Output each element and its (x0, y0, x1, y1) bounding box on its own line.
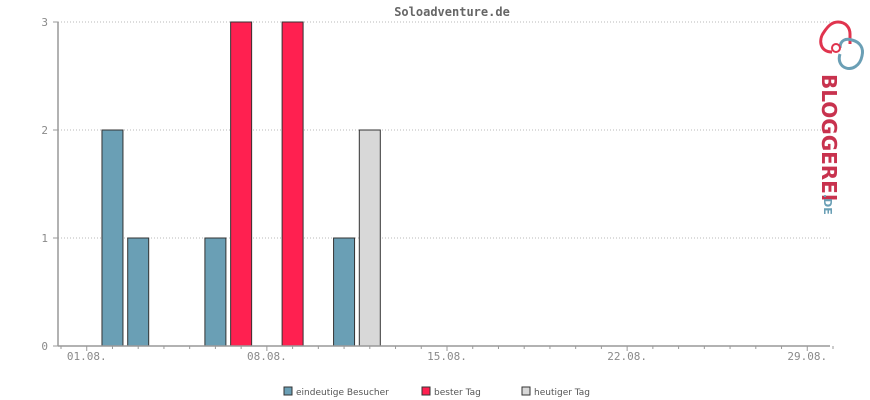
x-tick-label: 29.08. (787, 350, 827, 363)
y-tick-label: 2 (41, 124, 48, 137)
bar (127, 237, 150, 347)
y-tick-label: 1 (41, 232, 48, 245)
bar (101, 129, 124, 347)
chart-title: Soloadventure.de (394, 5, 510, 19)
logo-icon (819, 20, 864, 70)
y-tick-label: 0 (41, 340, 48, 353)
x-tick-label: 15.08. (427, 350, 467, 363)
bar (230, 21, 253, 347)
axes (57, 22, 830, 347)
bar (358, 129, 381, 347)
legend-label: heutiger Tag (534, 388, 590, 398)
legend-label: eindeutige Besucher (296, 388, 389, 398)
x-tick-label: 01.08. (67, 350, 107, 363)
x-tick-label: 08.08. (247, 350, 287, 363)
bar (333, 237, 356, 347)
legend-swatch (283, 386, 293, 396)
y-tick-label: 3 (41, 16, 48, 29)
bars (101, 21, 381, 347)
logo-text: BLOGGEREI (817, 74, 841, 201)
legend-swatch (421, 386, 431, 396)
logo-suffix: .DE (821, 194, 834, 215)
legend: eindeutige Besucher bester Tag heutiger Ta… (283, 386, 590, 398)
legend-swatch (521, 386, 531, 396)
bar (281, 21, 304, 347)
legend-label: bester Tag (434, 388, 481, 398)
bar (204, 237, 227, 347)
bloggerei-logo: BLOGGEREI .DE (817, 20, 864, 215)
ticks: 0 1 2 3 01.08. 08.08. 15.08. 22.08. 29.08. (41, 16, 834, 363)
gridlines (58, 21, 830, 239)
x-tick-label: 22.08. (607, 350, 647, 363)
